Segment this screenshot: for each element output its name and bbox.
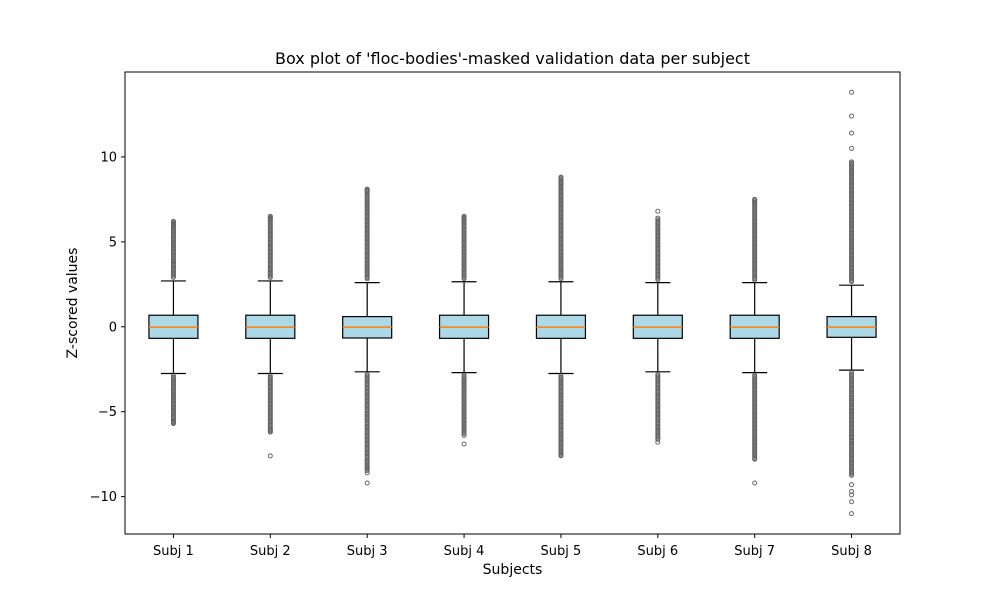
- flier-outlier: [655, 208, 661, 214]
- x-axis: Subj 1 Subj 2 Subj 3 Subj 4 Subj 5 Subj 6 Subj…: [153, 534, 872, 559]
- flier-outlier: [849, 492, 855, 498]
- flier-upper: [655, 277, 661, 283]
- flier-outlier: [364, 465, 370, 471]
- flier-outlier: [849, 159, 855, 165]
- y-axis: −10 −5 0 5 10: [90, 150, 125, 505]
- x-tick-label: Subj 6: [637, 544, 678, 559]
- flier-outlier: [170, 419, 176, 425]
- flier-outlier: [655, 215, 661, 221]
- flier-outlier: [849, 89, 855, 95]
- flier-outlier: [461, 215, 467, 221]
- x-tick-label: Subj 3: [347, 544, 388, 559]
- flier-outlier: [752, 480, 758, 486]
- flier-outlier: [170, 218, 176, 224]
- flier-upper: [364, 276, 370, 282]
- flier-lower: [849, 472, 855, 478]
- x-tick-label: Subj 5: [541, 544, 582, 559]
- flier-outlier: [364, 480, 370, 486]
- box-subj-6: [632, 208, 683, 445]
- flier-lower: [364, 468, 370, 474]
- chart-title: Box plot of 'floc-bodies'-masked validat…: [275, 49, 750, 68]
- y-tick-label: 5: [109, 235, 117, 250]
- flier-outlier: [170, 421, 176, 427]
- flier-outlier: [752, 196, 758, 202]
- flier-outlier: [461, 432, 467, 438]
- flier-outlier: [461, 213, 467, 219]
- box-subj-5: [535, 174, 587, 459]
- flier-outlier: [849, 499, 855, 505]
- y-tick-label: −5: [98, 405, 117, 420]
- flier-outlier: [849, 489, 855, 495]
- flier-outlier: [170, 220, 176, 226]
- flier-outlier: [558, 451, 564, 457]
- flier-outlier: [267, 427, 273, 433]
- flier-lower: [461, 431, 467, 437]
- flier-outlier: [558, 185, 564, 190]
- y-axis-label: Z-scored values: [65, 248, 81, 359]
- flier-outlier: [364, 186, 370, 192]
- flier-outlier: [849, 511, 855, 517]
- x-tick-label: Subj 8: [831, 544, 872, 559]
- flier-outlier: [364, 188, 370, 194]
- flier-outlier: [267, 213, 273, 219]
- plot-area-frame: [124, 71, 901, 535]
- flier-outlier: [849, 113, 855, 119]
- flier-outlier: [849, 130, 855, 136]
- flier-outlier: [558, 174, 564, 180]
- flier-outlier: [267, 453, 273, 459]
- box-subj-2: [245, 213, 296, 459]
- flier-outlier: [655, 439, 661, 445]
- flier-lower: [655, 436, 661, 442]
- box-subj-8: [826, 89, 877, 517]
- box-subj-7: [729, 196, 780, 486]
- flier-outlier: [752, 456, 758, 462]
- flier-outlier: [849, 482, 855, 488]
- flier-outlier: [170, 222, 176, 228]
- box-subj-1: [148, 218, 199, 427]
- x-axis-label: Subjects: [483, 562, 543, 578]
- flier-outlier: [752, 200, 758, 206]
- flier-outlier: [364, 470, 370, 476]
- flier-outlier: [461, 441, 467, 447]
- flier-outlier: [267, 429, 273, 435]
- flier-outlier: [849, 145, 855, 151]
- flier-upper: [558, 276, 564, 282]
- box-subj-3: [342, 186, 393, 486]
- x-tick-label: Subj 2: [250, 544, 291, 559]
- y-tick-label: −10: [90, 490, 117, 505]
- flier-upper: [461, 276, 467, 282]
- y-tick-label: 10: [100, 150, 117, 165]
- y-tick-label: 0: [109, 320, 117, 335]
- flier-outlier: [558, 179, 564, 185]
- flier-upper: [267, 274, 273, 280]
- box-subj-4: [438, 213, 490, 447]
- box-series: [148, 89, 877, 517]
- flier-upper: [752, 277, 758, 283]
- flier-upper: [849, 279, 855, 285]
- flier-outlier: [267, 215, 273, 221]
- x-tick-label: Subj 1: [153, 544, 194, 559]
- flier-outlier: [558, 453, 564, 459]
- x-tick-label: Subj 7: [734, 544, 775, 559]
- x-tick-label: Subj 4: [444, 544, 485, 559]
- flier-upper: [170, 274, 176, 280]
